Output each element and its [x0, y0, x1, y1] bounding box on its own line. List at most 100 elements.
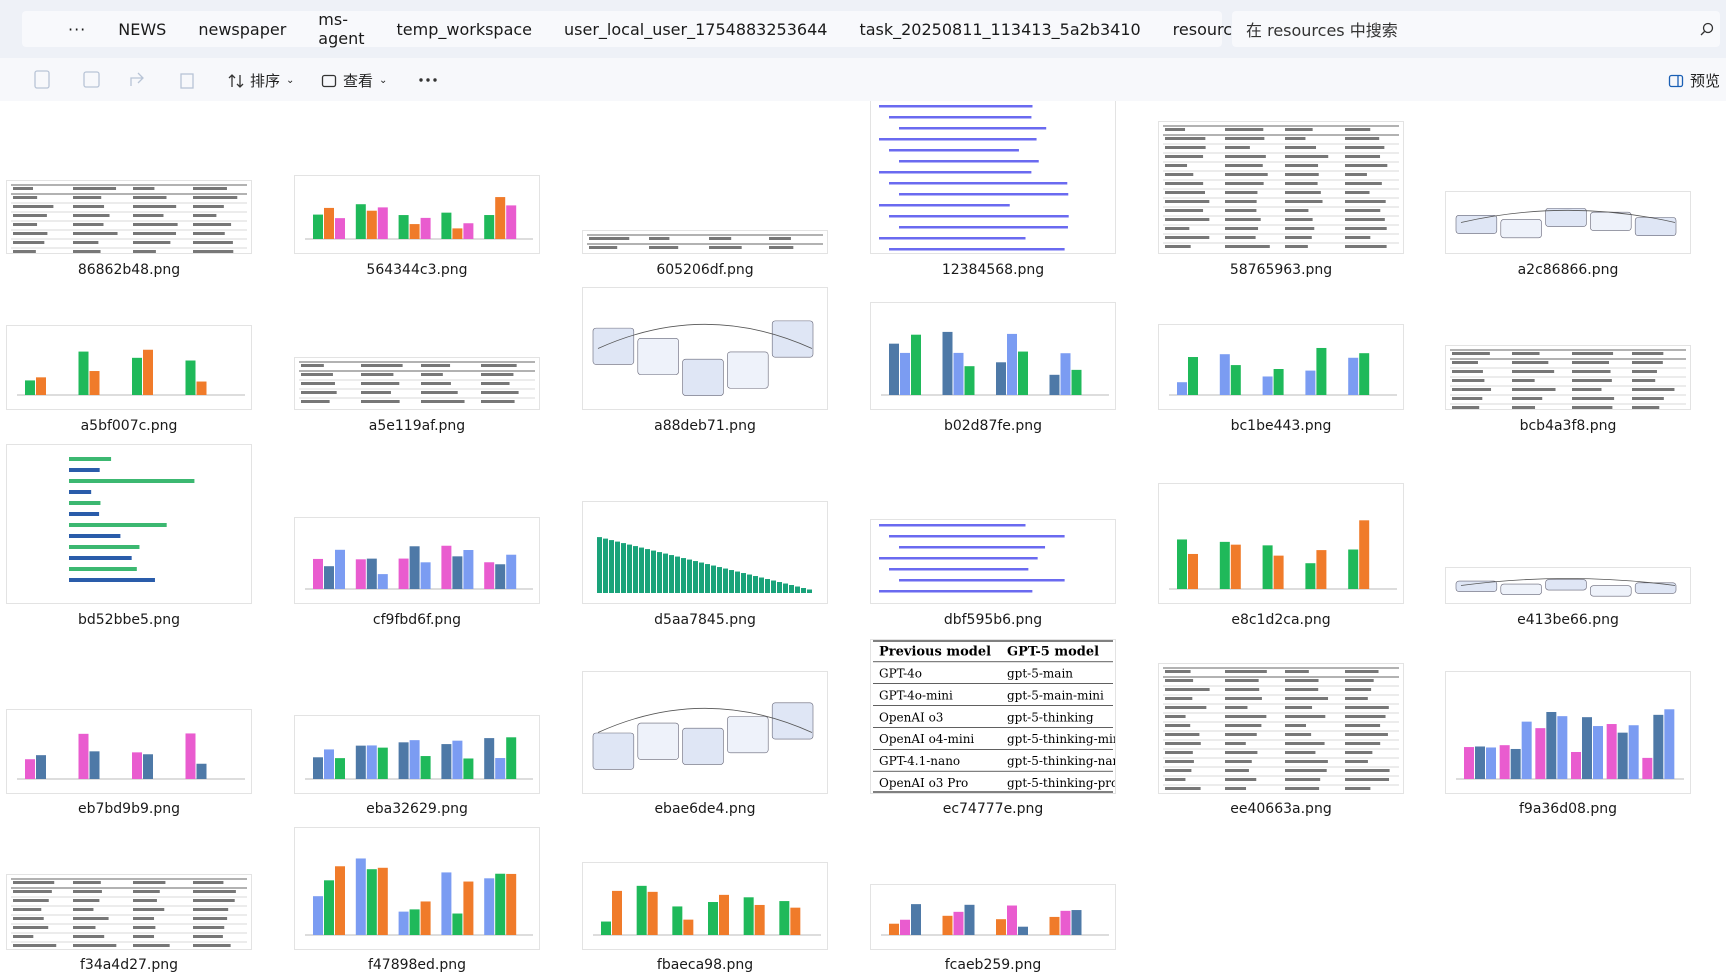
table-text [1285, 706, 1313, 709]
thumbnail[interactable] [7, 875, 251, 949]
table-text [709, 237, 732, 240]
file-name[interactable]: 605206df.png [656, 262, 754, 278]
thumbnail[interactable] [583, 502, 827, 603]
diagram-box [1545, 207, 1587, 227]
file-name[interactable]: cf9fbd6f.png [372, 612, 462, 628]
thumbnail[interactable] [1159, 122, 1403, 253]
table-text [1165, 137, 1206, 140]
bar [366, 558, 377, 589]
file-name[interactable]: ec74777e.png [942, 801, 1044, 817]
file-name[interactable]: bc1be443.png [1230, 418, 1332, 434]
table-text [13, 187, 33, 190]
file-name[interactable]: e8c1d2ca.png [1231, 612, 1331, 628]
column [615, 541, 620, 593]
file-name[interactable]: e413be66.png [1517, 612, 1619, 628]
file-name[interactable]: f9a36d08.png [1518, 801, 1618, 817]
thumbnail[interactable] [871, 520, 1115, 603]
sort-button[interactable]: 排序 ⌄ [228, 70, 294, 91]
thumbnail[interactable] [295, 716, 539, 793]
hbar [69, 578, 155, 582]
file-name[interactable]: a88deb71.png [654, 418, 756, 434]
thumbnail[interactable] [295, 518, 539, 603]
file-name[interactable]: f47898ed.png [367, 957, 467, 973]
table-text [73, 250, 101, 253]
thumbnail[interactable] [871, 101, 1115, 253]
table-text [1572, 406, 1613, 409]
table-text [1165, 227, 1190, 230]
file-name[interactable]: a5e119af.png [368, 418, 466, 434]
breadcrumb-item[interactable]: NEWS [118, 19, 167, 39]
diagram-box [1500, 219, 1542, 239]
more-button[interactable] [418, 77, 438, 83]
breadcrumb-item[interactable]: task_20250811_113413_5a2b3410 [859, 19, 1141, 39]
thumbnail[interactable] [7, 181, 251, 253]
thumbnail[interactable] [1159, 664, 1403, 793]
thumbnail[interactable] [871, 303, 1115, 409]
file-name[interactable]: ee40663a.png [1230, 801, 1332, 817]
thumbnail[interactable] [295, 828, 539, 949]
table-text [1165, 200, 1210, 203]
hbar [69, 567, 137, 571]
file-name[interactable]: eb7bd9b9.png [78, 801, 180, 817]
thumbnail[interactable] [583, 231, 827, 253]
table-text [1285, 715, 1326, 718]
thumbnail[interactable] [1446, 568, 1690, 603]
bar [647, 891, 658, 935]
bar [1071, 369, 1082, 395]
thumbnail[interactable] [7, 710, 251, 793]
table-text [73, 241, 99, 244]
file-name[interactable]: 86862b48.png [77, 262, 181, 278]
file-name[interactable]: bd52bbe5.png [78, 612, 180, 628]
thumbnail[interactable] [1446, 192, 1690, 253]
table-text [1165, 706, 1207, 709]
file-name[interactable]: a2c86866.png [1517, 262, 1619, 278]
bar [1606, 724, 1617, 779]
thumbnail[interactable] [7, 326, 251, 409]
thumbnail[interactable] [295, 358, 539, 409]
file-name[interactable]: dbf595b6.png [943, 612, 1043, 628]
file-name[interactable]: ebae6de4.png [654, 801, 756, 817]
file-name[interactable]: f34a4d27.png [79, 957, 179, 973]
table-text [1285, 751, 1316, 754]
table-text [1632, 397, 1664, 400]
thumbnail[interactable] [583, 672, 827, 793]
file-name[interactable]: bcb4a3f8.png [1519, 418, 1617, 434]
table-text [133, 935, 155, 938]
search-box[interactable]: 在 resources 中搜索 [1232, 11, 1720, 47]
file-name[interactable]: 58765963.png [1229, 262, 1333, 278]
thumbnail[interactable]: Previous model GPT-5 model GPT-4o gpt-5-mai… [871, 640, 1115, 793]
thumbnail[interactable] [1446, 672, 1690, 793]
breadcrumb-item[interactable]: resources [1172, 19, 1251, 39]
view-button[interactable]: 查看 ⌄ [321, 70, 387, 91]
file-name[interactable]: 12384568.png [941, 262, 1045, 278]
thumbnail[interactable] [871, 885, 1115, 949]
thumbnail-image [11, 878, 247, 947]
breadcrumb-item[interactable]: ms-agent [318, 10, 365, 48]
thumbnail[interactable] [1159, 484, 1403, 603]
file-name[interactable]: d5aa7845.png [654, 612, 756, 628]
file-name[interactable]: a5bf007c.png [80, 418, 178, 434]
file-name[interactable]: eba32629.png [366, 801, 468, 817]
thumbnail[interactable] [583, 288, 827, 409]
breadcrumb-item[interactable]: temp_workspace [396, 19, 533, 39]
table-text [481, 382, 510, 385]
thumbnail[interactable] [1446, 346, 1690, 409]
file-name[interactable]: b02d87fe.png [943, 418, 1043, 434]
file-name[interactable]: fcaeb259.png [944, 957, 1042, 973]
file-name[interactable]: 564344c3.png [366, 262, 468, 278]
thumbnail[interactable] [1159, 325, 1403, 409]
diagram-box [637, 338, 679, 375]
file-name[interactable]: fbaeca98.png [656, 957, 754, 973]
table-text [1165, 209, 1204, 212]
column [645, 549, 650, 593]
table-text [1345, 182, 1382, 185]
table-text [1345, 128, 1371, 131]
thumbnail[interactable] [583, 863, 827, 949]
table-text [1512, 352, 1540, 355]
thumbnail[interactable] [7, 445, 251, 603]
bar [355, 204, 366, 239]
thumbnail[interactable] [295, 176, 539, 253]
breadcrumb-item[interactable]: user_local_user_1754883253644 [564, 19, 828, 39]
breadcrumb-item[interactable]: newspaper [198, 19, 287, 39]
preview-button[interactable]: 预览 [1668, 70, 1720, 91]
